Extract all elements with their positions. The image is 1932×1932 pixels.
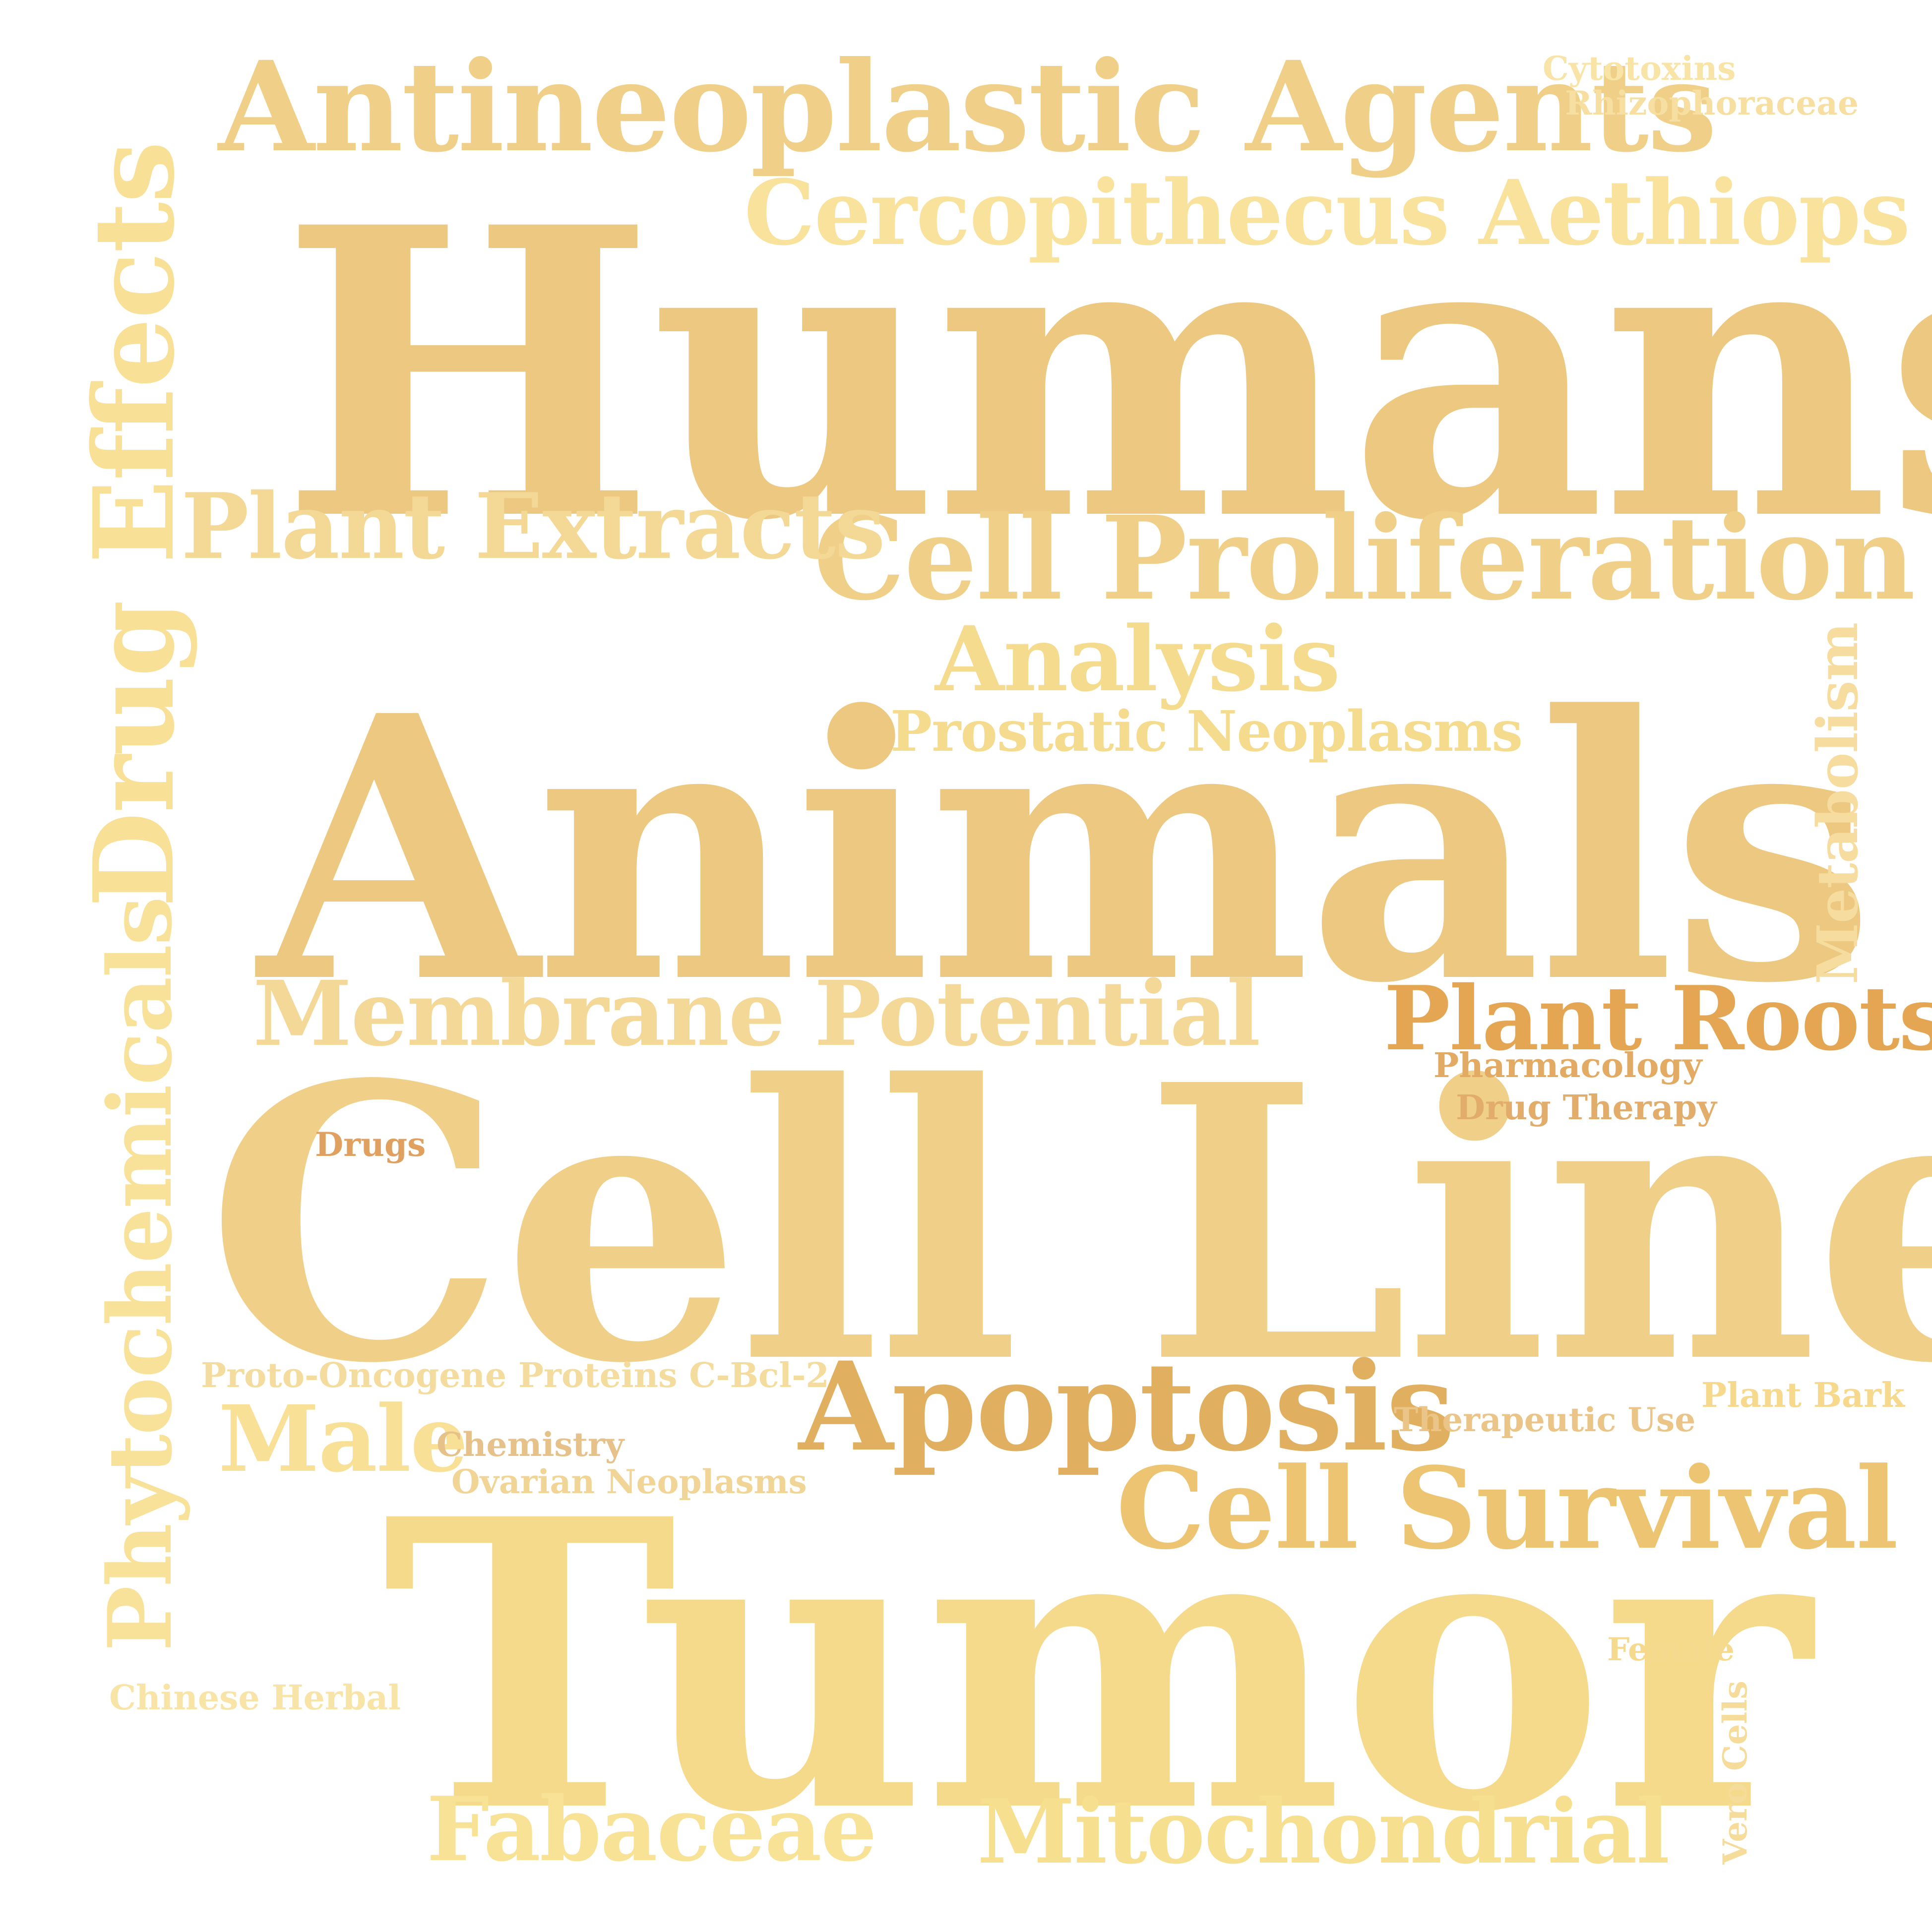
word-apoptosis: Apoptosis — [799, 1335, 1455, 1479]
word-analysis: Analysis — [935, 607, 1340, 712]
word-pharmacology: Pharmacology — [1433, 1046, 1702, 1086]
word-therapeutic-use: Therapeutic Use — [1394, 1400, 1696, 1439]
word-drug-effects: Drug Effects — [70, 142, 199, 907]
word-proto-oncogene-proteins: Proto-Oncogene Proteins C-Bcl-2 — [201, 1356, 829, 1395]
word-plant-roots: Plant Roots — [1384, 966, 1932, 1070]
word-tumor: Tumor — [382, 1433, 1811, 1899]
word-cell-proliferation: Cell Proliferation — [813, 490, 1916, 626]
word-mitochondrial: Mitochondrial — [977, 1780, 1670, 1883]
word-drug-therapy: Drug Therapy — [1456, 1088, 1717, 1128]
word-male: Male — [218, 1386, 468, 1493]
word-antineoplastic-agents: Antineoplastic Agents — [218, 34, 1717, 180]
word-cercopithecus-aethiops: Cercopithecus Aethiops — [744, 161, 1910, 265]
word-humans: Humans — [280, 141, 1932, 607]
word-plant-bark: Plant Bark — [1701, 1376, 1905, 1415]
word-membrane-potential: Membrane Potential — [253, 962, 1260, 1066]
word-chemistry: Chemistry — [436, 1425, 624, 1464]
word-vero-cells: Vero Cells — [1716, 1681, 1754, 1865]
word-phytochemicals: Phytochemicals — [89, 897, 191, 1651]
word-plant-extracts: Plant Extracts — [181, 473, 885, 579]
word-cell-survival: Cell Survival — [1116, 1443, 1898, 1574]
word-animals: Animals — [258, 638, 1875, 1063]
word-metabolism: Metabolism — [1806, 622, 1870, 984]
word-ovarian-neoplasms: Ovarian Neoplasms — [451, 1462, 807, 1501]
word-female: Female — [1607, 1631, 1735, 1668]
word-chinese-herbal: Chinese Herbal — [109, 1678, 401, 1718]
word-cytotoxins: Cytotoxins — [1543, 49, 1736, 88]
word-prostatic-neoplasms: Prostatic Neoplasms — [890, 699, 1523, 764]
word-rhizophoraceae: Rhizophoraceae — [1565, 84, 1859, 122]
word-cell-line: Cell Line — [206, 1003, 1932, 1446]
word-fabaceae: Fabaceae — [427, 1777, 877, 1881]
word-drugs: Drugs — [315, 1125, 426, 1164]
